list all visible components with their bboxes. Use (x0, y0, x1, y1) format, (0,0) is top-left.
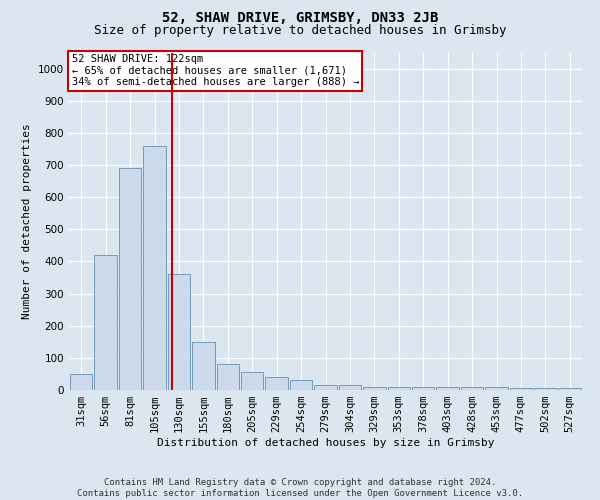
Bar (119, 168, 142, 390)
Text: Contains HM Land Registry data © Crown copyright and database right 2024.
Contai: Contains HM Land Registry data © Crown c… (77, 478, 523, 498)
Bar (461, 387, 484, 390)
Text: Size of property relative to detached houses in Grimsby: Size of property relative to detached ho… (94, 24, 506, 37)
Bar (94, 255, 117, 390)
Bar (388, 387, 410, 390)
Bar (485, 387, 508, 390)
Bar (265, 376, 288, 390)
Bar (217, 364, 239, 390)
X-axis label: Distribution of detached houses by size in Grimsby: Distribution of detached houses by size … (157, 438, 494, 448)
Text: 52 SHAW DRIVE: 122sqm
← 65% of detached houses are smaller (1,671)
34% of semi-d: 52 SHAW DRIVE: 122sqm ← 65% of detached … (71, 54, 359, 88)
Bar (290, 380, 313, 390)
Bar (363, 387, 386, 390)
Bar (314, 385, 337, 390)
Bar (436, 387, 459, 390)
Bar (192, 342, 215, 390)
Y-axis label: Number of detached properties: Number of detached properties (22, 124, 32, 319)
Bar (509, 388, 532, 390)
Bar (143, 146, 166, 390)
Text: 52, SHAW DRIVE, GRIMSBY, DN33 2JB: 52, SHAW DRIVE, GRIMSBY, DN33 2JB (162, 11, 438, 25)
Bar (412, 387, 434, 390)
Bar (70, 374, 92, 390)
Bar (338, 385, 361, 390)
Bar (167, 274, 190, 390)
Bar (241, 372, 263, 390)
Bar (559, 388, 581, 390)
Bar (534, 388, 557, 390)
